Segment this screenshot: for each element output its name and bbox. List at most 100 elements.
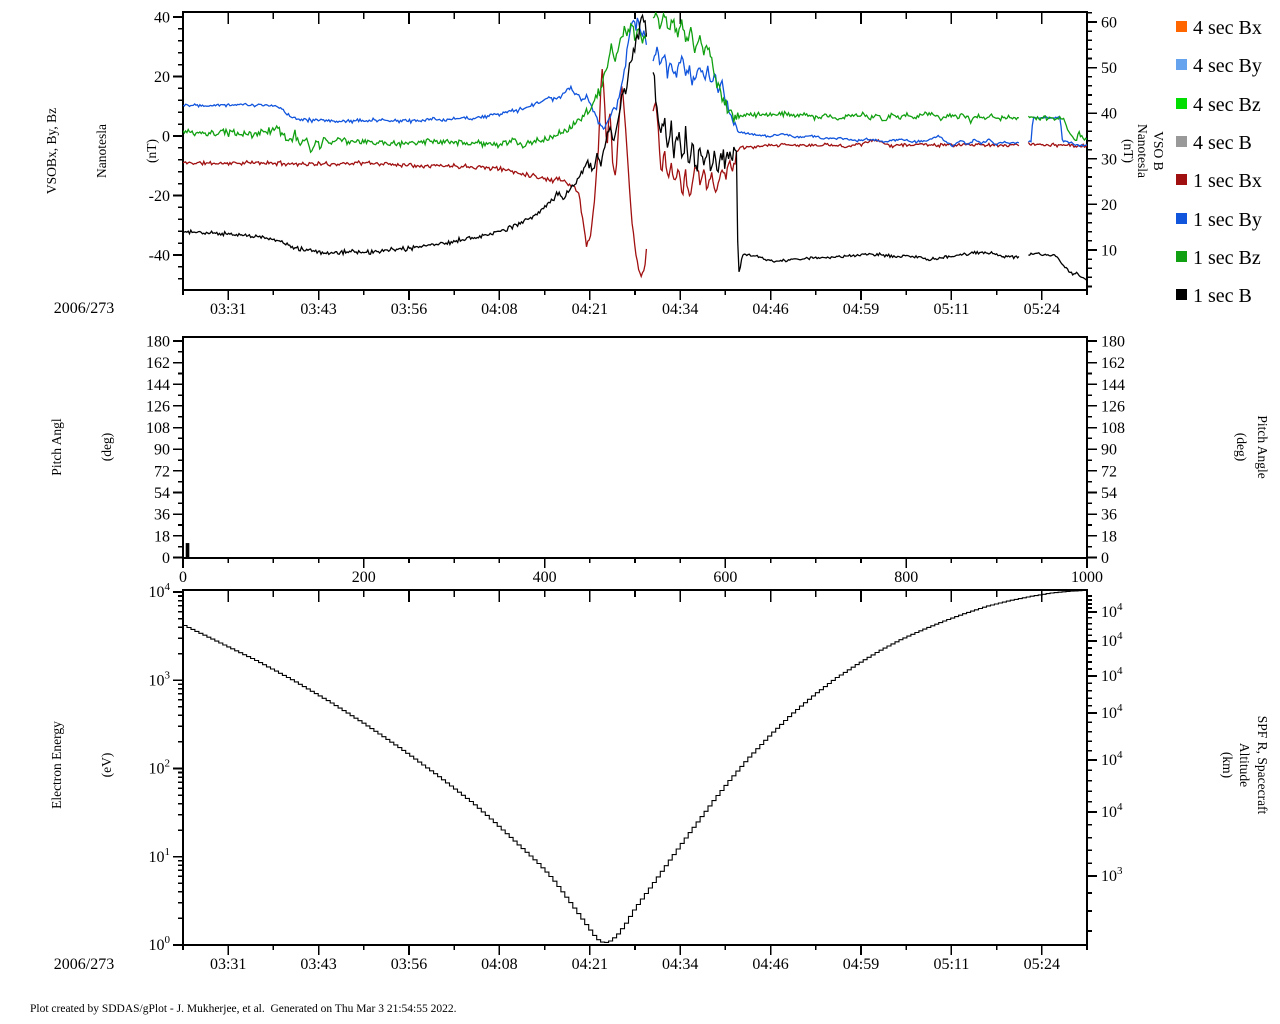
mag-x-tick-label: 04:46 — [752, 301, 788, 318]
legend-swatch-icon — [1176, 288, 1187, 300]
energy-left-tick-label: 102 — [149, 758, 171, 778]
pitch-right-tick-label: 126 — [1101, 398, 1125, 415]
pitch-right-tick-label: 144 — [1101, 377, 1125, 394]
electron-energy-curve — [183, 590, 1087, 943]
pitch-left-title-line1: Pitch Angl — [49, 418, 64, 476]
energy-x-tick-label: 04:21 — [572, 956, 608, 973]
legend-swatch-icon — [1176, 250, 1187, 262]
pitch-left-tick-label: 108 — [146, 420, 170, 437]
mag-x-tick-label: 05:24 — [1024, 301, 1060, 318]
legend-swatch-icon — [1176, 58, 1187, 70]
pitch-right-tick-label: 162 — [1101, 355, 1125, 372]
energy-x-tick-label: 05:11 — [933, 956, 969, 973]
pitch-right-tick-label: 18 — [1101, 528, 1117, 545]
energy-right-tick-label: 104 — [1101, 665, 1123, 685]
pitch-left-tick-label: 90 — [154, 442, 170, 459]
pitch-right-tick-label: 90 — [1101, 442, 1117, 459]
mag-left-tick-label: 0 — [162, 129, 170, 146]
series-1-sec-Bx — [183, 68, 1087, 279]
pitch-left-tick-label: 0 — [162, 550, 170, 567]
mag-x-tick-label: 04:08 — [481, 301, 517, 318]
legend-swatch-icon — [1176, 20, 1187, 32]
legend-item-1sec-by: 1 sec By — [1176, 207, 1262, 233]
pitch-right-tick-label: 180 — [1101, 333, 1125, 350]
pitch-data-marker — [185, 543, 190, 558]
mag-right-tick-label: 20 — [1101, 197, 1117, 214]
mag-x-tick-label: 03:56 — [391, 301, 427, 318]
legend-item-4sec-b: 4 sec B — [1176, 130, 1252, 156]
mag-date-label: 2006/273 — [53, 300, 115, 317]
pitch-left-tick-label: 72 — [154, 463, 170, 480]
energy-right-tick-label: 104 — [1101, 630, 1123, 650]
mag-x-tick-label: 05:11 — [933, 301, 969, 318]
energy-right-tick-label: 104 — [1101, 601, 1123, 621]
pitch-right-tick-label: 108 — [1101, 420, 1125, 437]
energy-date-label: 2006/273 — [53, 956, 115, 973]
pitch-right-tick-label: 36 — [1101, 507, 1117, 524]
energy-right-tick-label: 103 — [1101, 865, 1123, 885]
mag-right-title-line3: (nT) — [1121, 139, 1136, 163]
pitch-x-tick-label: 400 — [533, 569, 557, 586]
pitch-left-tick-label: 126 — [146, 398, 170, 415]
energy-left-tick-label: 101 — [149, 846, 171, 866]
energy-x-tick-label: 05:24 — [1024, 956, 1060, 973]
mag-x-tick-label: 04:21 — [572, 301, 608, 318]
pitch-left-title-line2: (deg) — [99, 432, 114, 462]
pitch-left-tick-label: 36 — [154, 507, 170, 524]
mag-left-title-line2: Nanotesla — [94, 124, 109, 178]
series-1-sec-B — [183, 13, 1087, 281]
energy-panel-border — [182, 589, 1088, 946]
pitch-x-tick-label: 600 — [713, 569, 737, 586]
energy-x-tick-label: 04:46 — [752, 956, 788, 973]
mag-x-tick-label: 04:59 — [843, 301, 879, 318]
mag-right-tick-label: 10 — [1101, 243, 1117, 260]
energy-right-tick-label: 104 — [1101, 801, 1123, 821]
pitch-panel-border — [182, 336, 1088, 559]
pitch-left-tick-label: 54 — [154, 485, 170, 502]
mag-x-tick-label: 03:43 — [300, 301, 336, 318]
mag-x-tick-label: 03:31 — [210, 301, 246, 318]
legend-swatch-icon — [1176, 135, 1187, 147]
legend-item-4sec-by: 4 sec By — [1176, 53, 1262, 79]
mag-right-title-line1: VSO B — [1151, 131, 1166, 171]
mag-x-tick-label: 04:34 — [662, 301, 698, 318]
energy-x-tick-label: 03:56 — [391, 956, 427, 973]
mag-left-tick-label: -20 — [149, 188, 170, 205]
energy-x-tick-label: 04:34 — [662, 956, 698, 973]
mag-left-title-line1: VSOBx, By, Bz — [44, 107, 59, 195]
energy-right-title-line3: (km) — [1220, 751, 1235, 779]
energy-left-title-line1: Electron Energy — [49, 721, 64, 809]
pitch-left-tick-label: 144 — [146, 377, 170, 394]
mag-right-tick-label: 30 — [1101, 151, 1117, 168]
pitch-x-tick-label: 800 — [894, 569, 918, 586]
legend-item-1sec-bz: 1 sec Bz — [1176, 245, 1261, 271]
mag-right-title-line2: Nanotesla — [1135, 124, 1150, 178]
pitch-x-tick-label: 1000 — [1071, 569, 1103, 586]
series-1-sec-Bz — [183, 12, 1087, 154]
energy-right-title-line1: SPF R, Spacecraft — [1255, 715, 1270, 815]
legend-item-4sec-bx: 4 sec Bx — [1176, 15, 1262, 41]
legend-item-4sec-bz: 4 sec Bz — [1176, 92, 1261, 118]
energy-left-tick-label: 100 — [149, 934, 171, 954]
energy-right-tick-label: 104 — [1101, 702, 1123, 722]
mag-left-title-line3: (nT) — [144, 139, 159, 163]
plot-credit-text: Plot created by SDDAS/gPlot - J. Mukherj… — [30, 1003, 457, 1015]
mag-right-tick-label: 60 — [1101, 15, 1117, 32]
mag-left-tick-label: 40 — [154, 10, 170, 27]
pitch-right-tick-label: 54 — [1101, 485, 1117, 502]
mag-right-tick-label: 40 — [1101, 106, 1117, 123]
pitch-x-tick-label: 0 — [179, 569, 187, 586]
energy-left-title-line2: (eV) — [99, 752, 114, 778]
energy-right-title-line2: Altitude — [1237, 742, 1252, 788]
energy-x-tick-label: 03:31 — [210, 956, 246, 973]
pitch-right-title-line2: (deg) — [1234, 432, 1249, 462]
pitch-left-tick-label: 180 — [146, 333, 170, 350]
legend-swatch-icon — [1176, 173, 1187, 185]
legend-swatch-icon — [1176, 97, 1187, 109]
pitch-right-tick-label: 72 — [1101, 463, 1117, 480]
pitch-left-tick-label: 18 — [154, 528, 170, 545]
pitch-right-tick-label: 0 — [1101, 550, 1109, 567]
mag-left-tick-label: -40 — [149, 248, 170, 265]
